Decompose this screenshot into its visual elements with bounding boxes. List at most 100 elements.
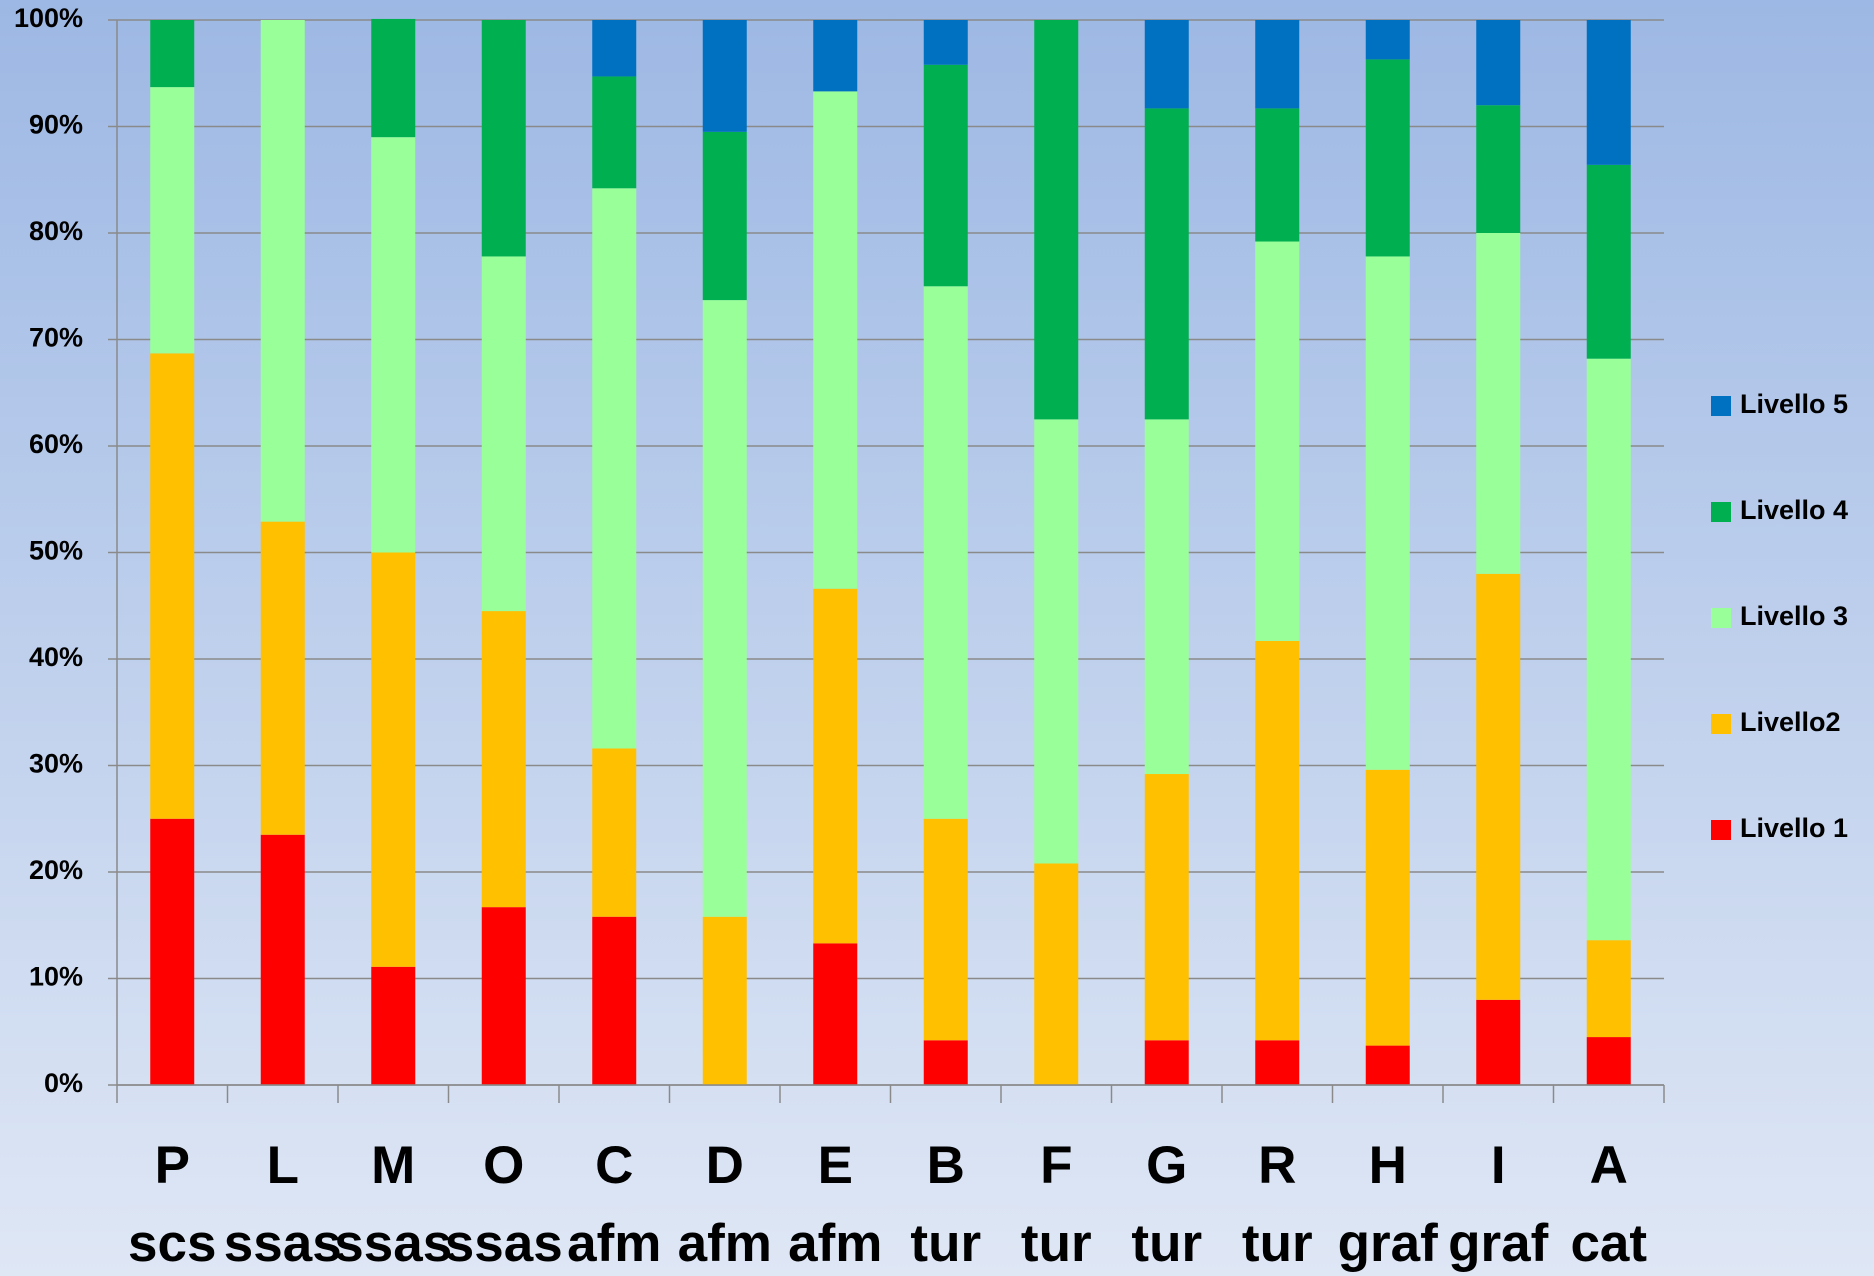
x-tick-label: afm [678, 1214, 772, 1273]
legend-swatch [1711, 502, 1731, 522]
bar-segment [1034, 863, 1079, 1085]
bar-segment [702, 916, 747, 1085]
bar-segment [1255, 20, 1300, 109]
bar-segment [150, 20, 195, 88]
bar-segment [1144, 1040, 1189, 1085]
bar-segment [1365, 256, 1410, 770]
bar-segment [592, 76, 637, 189]
bar-segment [702, 20, 747, 132]
bar-segment [813, 588, 858, 944]
bar-segment [481, 611, 526, 908]
bar-segment [371, 966, 416, 1085]
x-tick-label: H [1369, 1136, 1407, 1195]
legend-swatch [1711, 396, 1731, 416]
bar-segment [150, 353, 195, 819]
x-tick-label: F [1040, 1136, 1072, 1195]
bar-segment [1586, 164, 1631, 359]
bar-segment [1586, 940, 1631, 1038]
x-tick-label: G [1146, 1136, 1187, 1195]
y-tick-label: 10% [29, 962, 83, 992]
bar-segment [1586, 1037, 1631, 1085]
x-tick-label: graf [1338, 1214, 1438, 1273]
x-tick-label: C [595, 1136, 633, 1195]
legend-swatch [1711, 714, 1731, 734]
bar-segment [150, 87, 195, 354]
x-tick-label: cat [1570, 1214, 1647, 1273]
x-tick-label: O [483, 1136, 524, 1195]
x-tick-label: A [1590, 1136, 1628, 1195]
bar-segment [592, 916, 637, 1085]
bar-segment [1255, 1040, 1300, 1085]
legend-label: Livello2 [1740, 707, 1841, 737]
bar-segment [1144, 108, 1189, 420]
y-tick-label: 80% [29, 216, 83, 246]
bar-segment [1476, 20, 1521, 106]
y-tick-label: 30% [29, 749, 83, 779]
bar-segment [1586, 20, 1631, 165]
bar-segment [1034, 419, 1079, 864]
bar-segment [1476, 105, 1521, 233]
bar-segment [1034, 20, 1079, 420]
bar-segment [481, 907, 526, 1085]
y-tick-label: 100% [14, 3, 83, 33]
x-tick-label: I [1491, 1136, 1506, 1195]
bar-segment [813, 943, 858, 1085]
legend-label: Livello 4 [1740, 495, 1848, 525]
y-tick-label: 40% [29, 642, 83, 672]
x-tick-label: L [267, 1136, 299, 1195]
bar-segment [260, 20, 305, 522]
x-tick-label: tur [1021, 1214, 1092, 1273]
bar-segment [813, 20, 858, 92]
legend-label: Livello 3 [1740, 601, 1848, 631]
x-tick-label: tur [1242, 1214, 1313, 1273]
bar-segment [150, 818, 195, 1085]
bar-segment [1476, 233, 1521, 574]
y-tick-label: 70% [29, 323, 83, 353]
x-tick-label: P [155, 1136, 190, 1195]
y-tick-label: 90% [29, 110, 83, 140]
x-tick-label: graf [1448, 1214, 1548, 1273]
bar-segment [1365, 59, 1410, 257]
x-tick-label: ssas [445, 1214, 563, 1273]
x-tick-label: D [706, 1136, 744, 1195]
bar-segment [371, 18, 416, 138]
x-tick-label: afm [788, 1214, 882, 1273]
x-tick-label: ssas [334, 1214, 452, 1273]
x-tick-label: tur [910, 1214, 981, 1273]
y-tick-label: 60% [29, 429, 83, 459]
bar-segment [1476, 573, 1521, 1000]
bar-segment [702, 131, 747, 301]
x-tick-label: E [818, 1136, 853, 1195]
bar-segment [1255, 241, 1300, 641]
bar-segment [1144, 419, 1189, 775]
bar-segment [1365, 1045, 1410, 1085]
y-tick-label: 20% [29, 855, 83, 885]
bar-segment [1144, 774, 1189, 1041]
bar-segment [371, 552, 416, 967]
bar-segment [923, 286, 968, 819]
bar-segment [923, 1040, 968, 1085]
bar-segment [923, 64, 968, 287]
legend-swatch [1711, 820, 1731, 840]
bar-segment [1365, 20, 1410, 60]
bar-segment [1476, 999, 1521, 1085]
legend-label: Livello 1 [1740, 813, 1848, 843]
y-tick-label: 0% [44, 1068, 83, 1098]
x-tick-label: tur [1131, 1214, 1202, 1273]
bar-segment [592, 748, 637, 917]
bar-segment [1255, 640, 1300, 1041]
x-tick-label: M [371, 1136, 415, 1195]
bar-segment [592, 188, 637, 749]
bar-segment [592, 20, 637, 77]
legend-swatch [1711, 608, 1731, 628]
bar-segment [260, 834, 305, 1085]
bar-segment [481, 256, 526, 612]
bar-segment [1255, 108, 1300, 242]
x-tick-label: B [927, 1136, 965, 1195]
y-tick-label: 50% [29, 536, 83, 566]
bar-segment [481, 20, 526, 257]
x-tick-label: scs [128, 1214, 216, 1273]
bar-segment [813, 91, 858, 589]
legend-label: Livello 5 [1740, 389, 1848, 419]
